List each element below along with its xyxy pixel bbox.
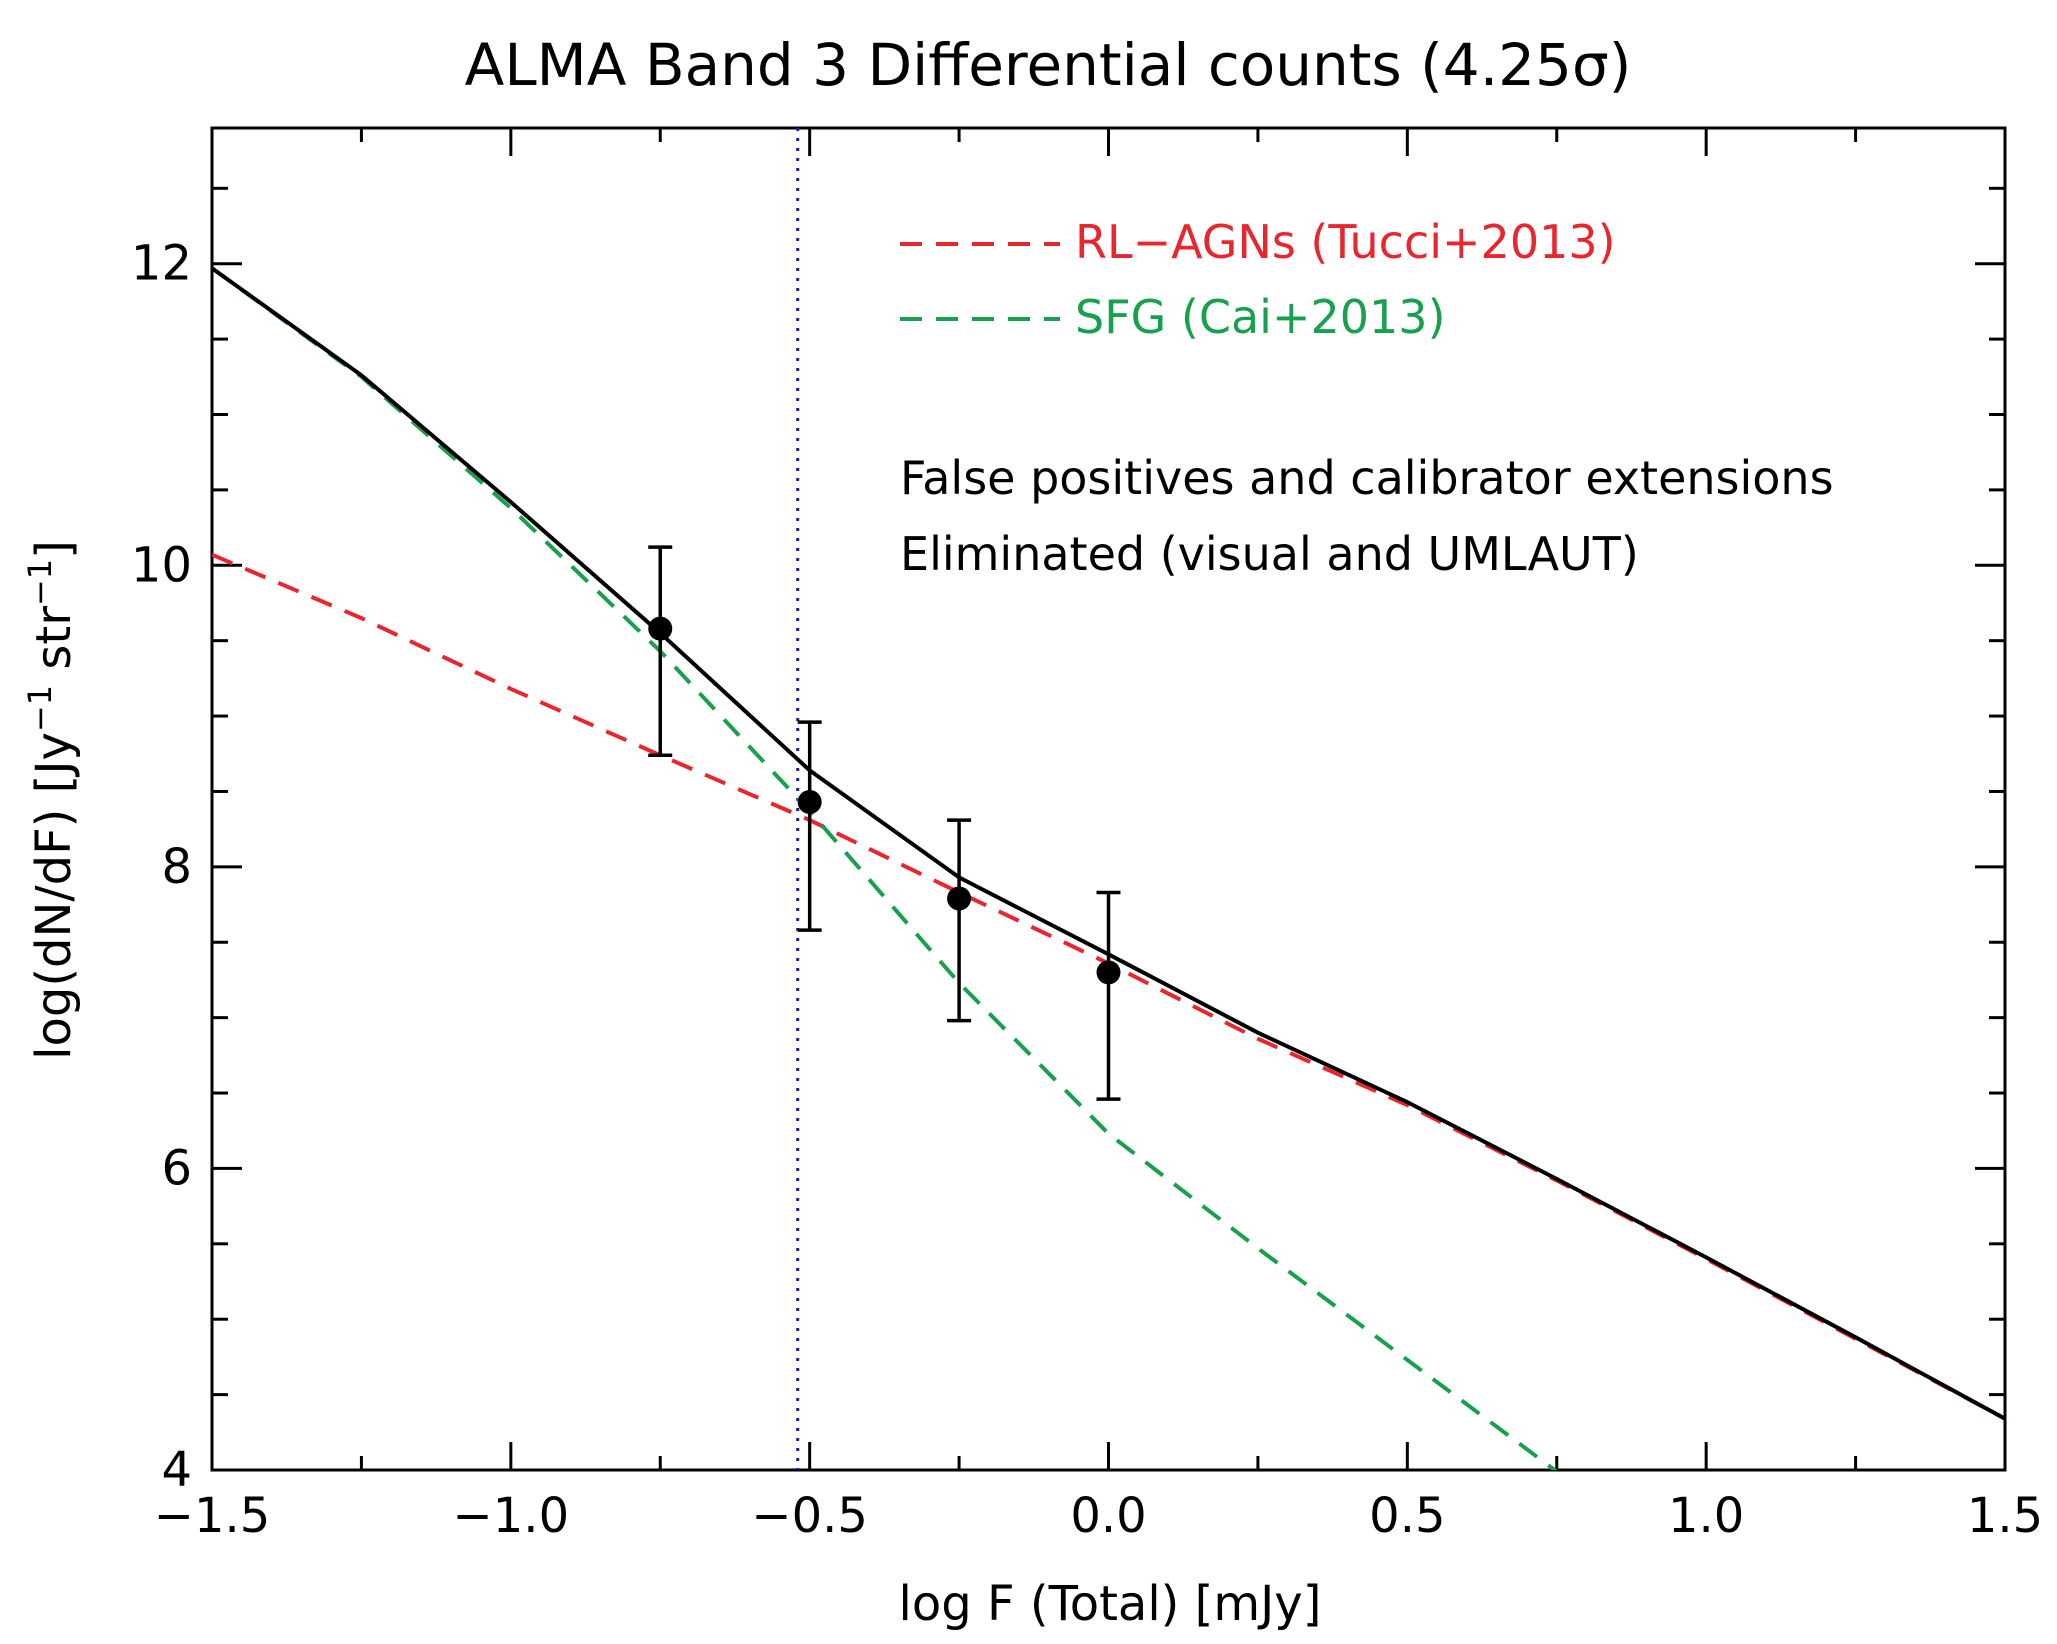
y-axis-label: log(dN/dF) [Jy−1 str−1] — [21, 540, 82, 1060]
x-tick-label: 1.0 — [1668, 1488, 1744, 1544]
data-points-group — [648, 545, 1121, 1101]
x-tick-label: −1.5 — [154, 1488, 271, 1544]
y-tick-label: 10 — [131, 537, 192, 593]
data-point — [797, 790, 822, 815]
y-tick-label: 8 — [161, 839, 192, 895]
legend-label: RL−AGNs (Tucci+2013) — [1075, 215, 1616, 269]
y-tick-label: 12 — [131, 236, 192, 292]
x-tick-label: 0.0 — [1070, 1488, 1146, 1544]
data-point — [1096, 960, 1121, 985]
x-axis-label: log F (Total) [mJy] — [899, 1576, 1322, 1632]
x-tick-label: −0.5 — [751, 1488, 868, 1544]
series-line-1 — [212, 266, 1559, 1470]
x-tick-label: 1.5 — [1967, 1488, 2043, 1544]
annotation-line-2: Eliminated (visual and UMLAUT) — [900, 527, 1639, 581]
axes: −1.5 −1.0 −0.5 0.0 0.5 1.0 1.5 4 6 8 10 12 — [131, 126, 2043, 1544]
legend-label: SFG (Cai+2013) — [1075, 290, 1446, 344]
x-tick-label: 0.5 — [1369, 1488, 1445, 1544]
annotation-line-1: False positives and calibrator extension… — [900, 451, 1834, 505]
series-line-2 — [212, 266, 2005, 1421]
y-tick-label: 6 — [161, 1140, 192, 1196]
chart-title: ALMA Band 3 Differential counts (4.25σ) — [465, 31, 1632, 99]
data-point — [947, 886, 972, 911]
legend: RL−AGNs (Tucci+2013) SFG (Cai+2013) — [900, 215, 1616, 344]
series-group — [212, 266, 2005, 1470]
x-tick-label: −1.0 — [453, 1488, 570, 1544]
y-tick-label: 4 — [161, 1442, 192, 1498]
data-point — [648, 616, 673, 641]
